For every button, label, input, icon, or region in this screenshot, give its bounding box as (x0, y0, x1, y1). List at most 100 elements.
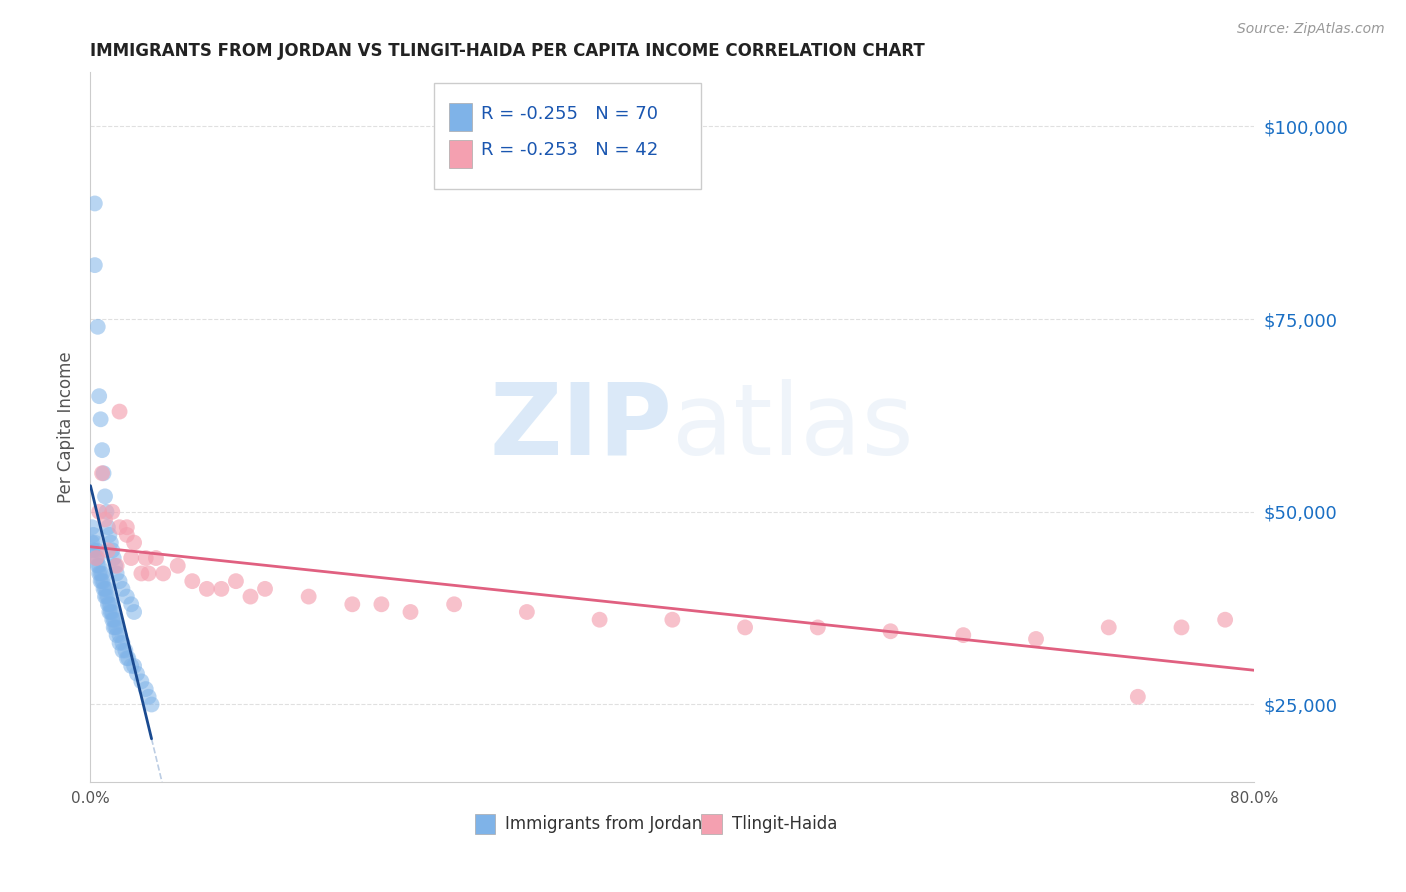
Point (661, 613, 683, 627)
Point (135, 682, 157, 697)
Point (1025, 632, 1047, 646)
Point (115, 651, 138, 665)
Point (1126, 690, 1149, 704)
Point (253, 582, 276, 596)
Point (97, 590, 120, 604)
Point (84, 551, 107, 566)
Bar (474, 814, 495, 834)
Point (89, 389, 111, 403)
Point (152, 566, 174, 581)
Point (89, 558, 111, 573)
Point (115, 528, 138, 542)
Point (103, 613, 125, 627)
Point (879, 624, 901, 639)
Point (111, 582, 134, 596)
Point (115, 590, 138, 604)
Point (138, 690, 160, 704)
Point (93, 582, 115, 596)
Point (111, 636, 134, 650)
Point (120, 659, 142, 673)
Point (96, 582, 118, 596)
Point (84, 551, 107, 566)
Y-axis label: Per Capita Income: Per Capita Income (58, 351, 75, 503)
Point (100, 605, 122, 619)
Point (94, 489, 117, 503)
Point (122, 535, 145, 549)
Bar (702, 814, 723, 834)
Point (141, 698, 163, 712)
Point (370, 597, 392, 611)
Point (80, 535, 103, 549)
Point (91, 574, 114, 589)
Point (94, 512, 117, 526)
Point (104, 613, 127, 627)
Point (101, 605, 124, 619)
Point (1213, 613, 1236, 627)
Point (298, 590, 321, 604)
Point (135, 551, 157, 566)
Point (145, 551, 167, 566)
Point (104, 620, 127, 634)
Text: ZIP: ZIP (489, 378, 672, 475)
Point (399, 605, 422, 619)
Point (98, 528, 121, 542)
Text: R = -0.253   N = 42: R = -0.253 N = 42 (481, 142, 659, 160)
Point (94, 590, 117, 604)
Point (1170, 620, 1192, 634)
Point (83, 258, 105, 272)
Point (1098, 620, 1121, 634)
Point (104, 558, 127, 573)
Point (82, 543, 104, 558)
Point (138, 566, 160, 581)
Point (209, 582, 232, 596)
Point (90, 412, 112, 426)
Point (225, 574, 247, 589)
Point (443, 597, 465, 611)
Point (117, 651, 139, 665)
Point (87, 319, 110, 334)
Text: Tlingit-Haida: Tlingit-Haida (731, 815, 837, 833)
Point (120, 597, 142, 611)
Text: Source: ZipAtlas.com: Source: ZipAtlas.com (1237, 22, 1385, 37)
Point (108, 628, 131, 642)
Point (105, 628, 128, 642)
Point (105, 620, 128, 634)
Bar (449, 103, 472, 131)
Point (108, 574, 131, 589)
Point (84, 543, 107, 558)
Point (120, 551, 142, 566)
Point (98, 605, 121, 619)
Point (91, 467, 114, 481)
Point (122, 659, 145, 673)
Point (80, 520, 103, 534)
Point (100, 597, 122, 611)
Text: atlas: atlas (672, 378, 914, 475)
Point (97, 543, 120, 558)
Point (90, 574, 112, 589)
Point (90, 566, 112, 581)
Point (108, 404, 131, 418)
Point (105, 566, 128, 581)
Text: Immigrants from Jordan: Immigrants from Jordan (505, 815, 702, 833)
Point (342, 597, 364, 611)
Point (105, 558, 128, 573)
Point (91, 566, 114, 581)
Point (98, 597, 121, 611)
Point (101, 613, 124, 627)
Bar (449, 140, 472, 169)
Point (100, 535, 122, 549)
Point (108, 520, 131, 534)
Point (97, 520, 120, 534)
Point (111, 643, 134, 657)
Point (195, 582, 218, 596)
Point (91, 443, 114, 458)
Point (82, 528, 104, 542)
Point (87, 551, 110, 566)
Point (103, 620, 125, 634)
Point (89, 505, 111, 519)
Point (131, 674, 153, 689)
Point (166, 558, 188, 573)
Point (96, 505, 118, 519)
Point (93, 574, 115, 589)
Point (103, 551, 125, 566)
